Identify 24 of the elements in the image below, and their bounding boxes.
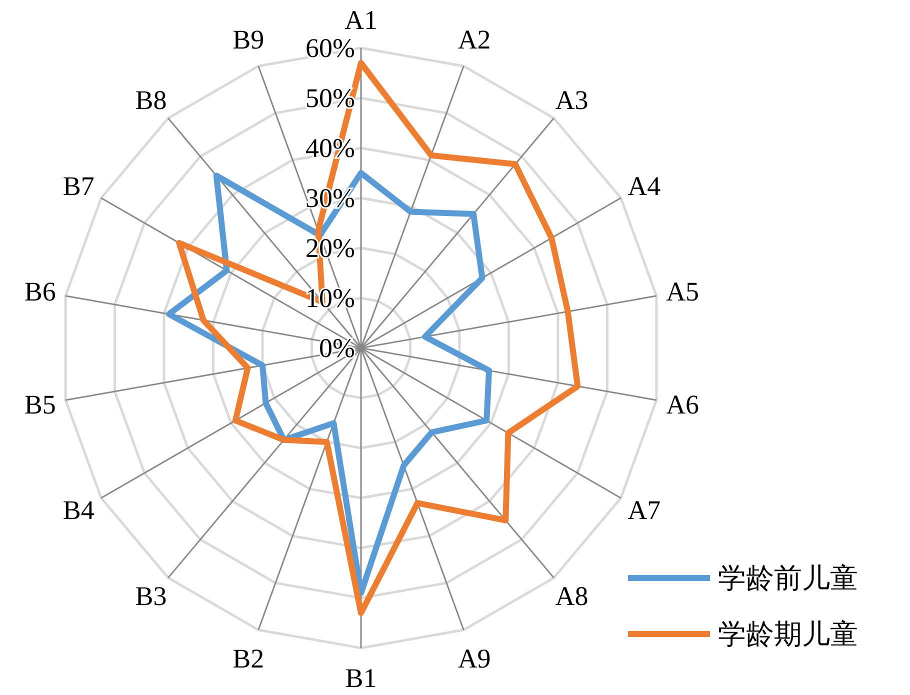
spoke-label: A5: [666, 276, 700, 307]
spoke-label: B8: [135, 84, 167, 115]
spoke-label: A7: [628, 495, 661, 525]
legend-item: 学龄期儿童: [628, 618, 858, 650]
legend-label: 学龄前儿童: [718, 562, 858, 594]
spoke-label: A2: [458, 24, 491, 55]
spoke-label: A3: [555, 84, 588, 115]
y-tick-label: 60%: [306, 33, 355, 63]
legend-label: 学龄期儿童: [718, 618, 858, 650]
spoke-label: B1: [345, 663, 377, 693]
spoke-label: A8: [555, 581, 588, 612]
spoke-label: B4: [62, 495, 95, 525]
spoke-label: B6: [24, 276, 56, 307]
spoke-label: A6: [666, 389, 700, 420]
spoke-label: A1: [344, 5, 378, 35]
spoke-label: B2: [232, 643, 264, 674]
spoke-label: B5: [24, 389, 56, 420]
spoke-label: A9: [458, 643, 491, 674]
y-tick-label: 0%: [319, 333, 355, 363]
spoke-label: B9: [232, 24, 264, 55]
spoke-label: A4: [628, 171, 662, 201]
spoke-label: B3: [135, 581, 167, 612]
spoke-label: B7: [62, 171, 94, 201]
legend-item: 学龄前儿童: [628, 562, 858, 594]
